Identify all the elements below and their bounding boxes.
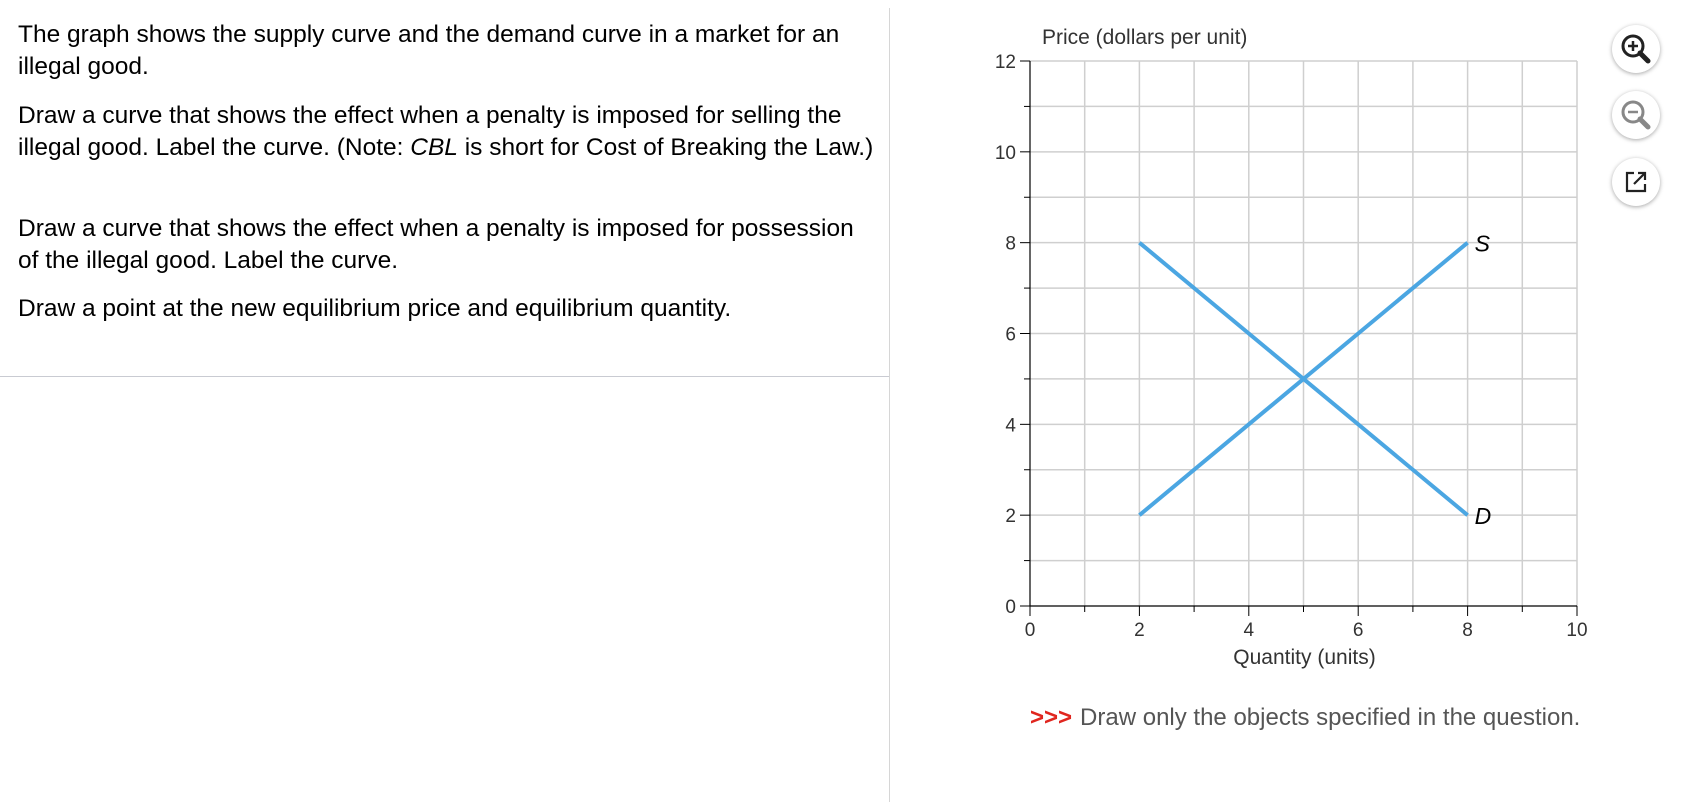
y-tick-label: 4 — [1005, 415, 1016, 436]
x-axis-label: Quantity (units) — [1233, 646, 1375, 669]
question-paragraph-2: Draw a curve that shows the effect when … — [18, 100, 878, 164]
question-pane: The graph shows the supply curve and the… — [0, 0, 889, 377]
question-paragraph-4: Draw a point at the new equilibrium pric… — [18, 295, 732, 322]
curve-label-d: D — [1475, 503, 1492, 529]
y-tick-label: 8 — [1005, 234, 1016, 255]
zoom-in-button[interactable] — [1612, 25, 1660, 73]
zoom-out-button[interactable] — [1612, 91, 1660, 139]
zoom-out-icon — [1621, 100, 1651, 130]
x-tick-label: 10 — [1566, 620, 1587, 641]
graph-canvas[interactable]: 0 2 4 6 8 10 0 2 4 6 8 10 12 Price (dollars per unit)… — [960, 14, 1600, 674]
question-paragraph-2-pre: Draw a curve that shows the effect when … — [18, 102, 842, 161]
x-tick-label: 8 — [1462, 620, 1473, 641]
y-tick-label: 6 — [1005, 325, 1016, 346]
curve-d — [1138, 241, 1469, 517]
cbl-term: CBL — [410, 134, 458, 161]
y-tick-label: 0 — [1005, 597, 1016, 618]
y-axis-label: Price (dollars per unit) — [1042, 26, 1247, 49]
open-external-button[interactable] — [1612, 158, 1660, 206]
pane-divider — [889, 8, 890, 802]
y-tick-label: 10 — [995, 143, 1016, 164]
x-tick-label: 2 — [1134, 620, 1145, 641]
zoom-in-icon — [1621, 34, 1651, 64]
question-paragraph-3: Draw a curve that shows the effect when … — [18, 215, 854, 274]
instruction-note: >>> Draw only the objects specified in th… — [1030, 704, 1580, 732]
x-tick-label: 6 — [1353, 620, 1364, 641]
x-tick-label: 0 — [1025, 620, 1036, 641]
note-text: Draw only the objects specified in the q… — [1080, 704, 1581, 731]
open-external-icon — [1625, 171, 1647, 193]
question-paragraph-2-post: is short for Cost of Breaking the Law.) — [457, 134, 874, 161]
y-tick-label: 12 — [995, 52, 1016, 73]
y-tick-label: 2 — [1005, 506, 1016, 527]
note-arrows: >>> — [1030, 704, 1073, 731]
question-paragraph-1: The graph shows the supply curve and the… — [18, 21, 840, 80]
x-tick-label: 4 — [1244, 620, 1255, 641]
curve-label-s: S — [1475, 231, 1491, 257]
